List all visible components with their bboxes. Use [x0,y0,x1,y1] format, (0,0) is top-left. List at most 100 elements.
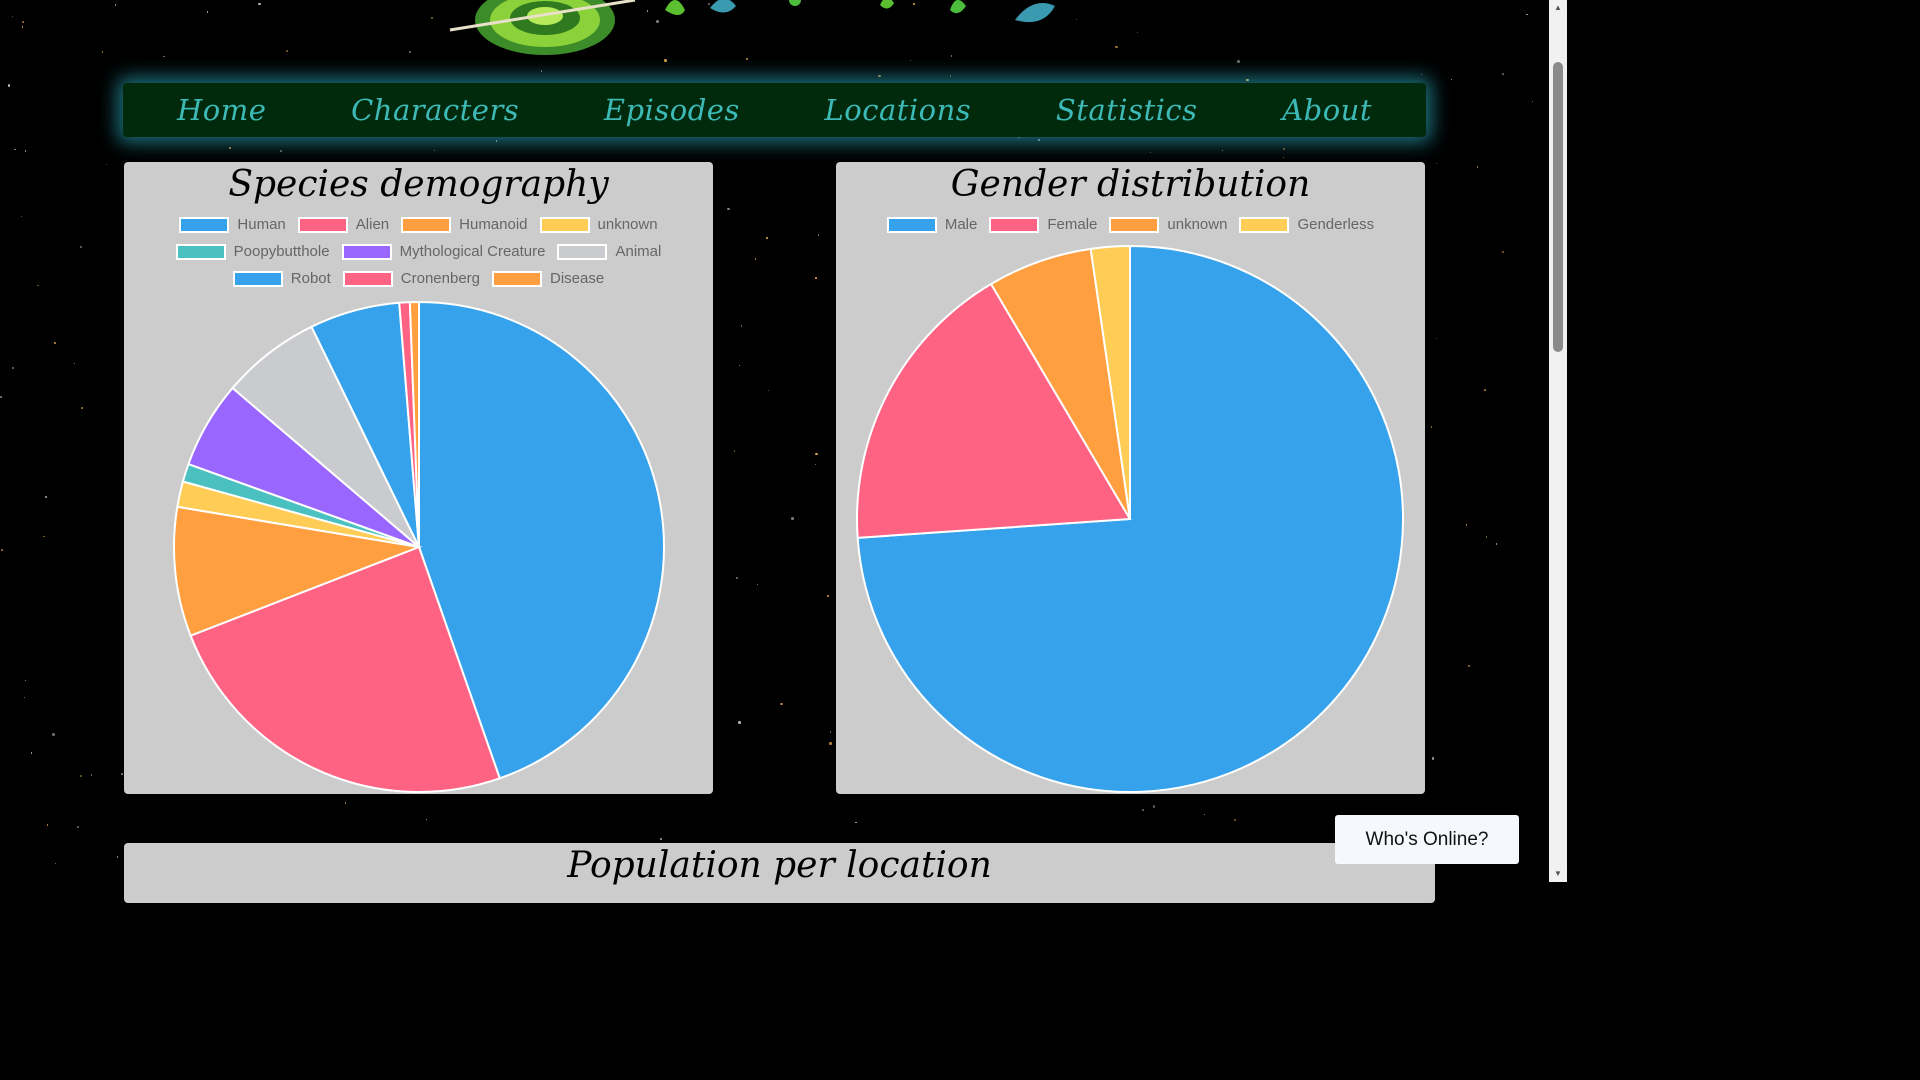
star [780,702,783,706]
legend-item[interactable]: Poopybutthole [175,243,330,260]
star [1136,31,1138,34]
star [815,277,817,279]
star [656,20,659,23]
star [1435,162,1438,164]
star [949,75,952,77]
gender-chart-title: Gender distribution [950,164,1311,205]
star [540,70,543,72]
star [1149,151,1152,154]
pie-slice-disease[interactable] [408,300,420,548]
legend-item[interactable]: Cronenberg [342,270,481,287]
star [206,11,209,13]
star [1237,60,1240,63]
nav-characters-link[interactable]: Characters [351,93,520,127]
star [24,679,26,682]
legend-item[interactable]: Genderless [1239,216,1374,233]
species-chart-card: Species demography Human Alien Humanoid unk… [124,162,713,794]
legend-swatch [341,243,392,260]
legend-label: Cronenberg [400,270,481,287]
pie-slice-humanoid[interactable] [173,505,423,637]
star [280,150,282,152]
star [344,802,347,804]
pie-slice-human[interactable] [418,300,665,780]
legend-label: Female [1047,216,1098,233]
star [1246,78,1249,82]
legend-item[interactable]: Alien [297,216,390,233]
star [756,583,759,586]
legend-item[interactable]: Robot [232,270,331,287]
legend-swatch [557,243,608,260]
star [909,59,912,62]
legend-label: Mythological Creature [399,243,546,260]
star [815,452,818,456]
star [855,821,857,824]
legend-label: Alien [355,216,390,233]
legend-swatch [989,216,1040,233]
star [114,4,117,6]
star [727,207,730,211]
star [14,148,16,151]
legend-item[interactable]: Male [886,216,977,233]
population-chart-card: Population per location [124,843,1435,903]
star [229,147,231,149]
scroll-down-arrow-icon[interactable]: ▼ [1554,869,1562,878]
star [45,496,47,498]
legend-label: unknown [597,216,658,233]
star [37,284,39,287]
nav-episodes-link[interactable]: Episodes [603,93,740,127]
star [1,549,3,551]
star [286,50,288,52]
star [1152,805,1156,808]
star [1038,139,1040,141]
nav-about-link[interactable]: About [1282,93,1372,127]
star [746,58,748,60]
legend-swatch [492,270,543,287]
scroll-up-arrow-icon[interactable]: ▲ [1554,3,1562,12]
nav-locations-link[interactable]: Locations [824,93,972,127]
legend-item[interactable]: Animal [557,243,661,260]
star [1283,148,1285,150]
star [829,731,832,733]
legend-item[interactable]: Disease [492,270,604,287]
star [829,742,832,745]
pie-slice-genderless[interactable] [1089,244,1131,520]
legend-label: Disease [550,270,605,287]
star [1203,813,1206,816]
pie-slice-female[interactable] [856,282,1132,539]
legend-item[interactable]: Human [179,216,286,233]
species-chart-legend: Human Alien Humanoid unknown Poopybutthole My… [124,211,713,292]
star [1075,18,1078,21]
scrollbar-thumb[interactable] [1553,62,1563,352]
star [1450,78,1453,81]
star [1115,45,1118,49]
gender-pie-chart [856,244,1404,793]
pie-slice-alien[interactable] [189,545,502,793]
star [81,407,83,409]
page-scrollbar[interactable]: ▲ ▼ [1549,0,1567,882]
legend-item[interactable]: Female [989,216,1097,233]
star [1502,73,1504,75]
legend-swatch [539,216,590,233]
legend-swatch [1239,216,1290,233]
legend-item[interactable]: unknown [1109,216,1227,233]
legend-swatch [175,243,226,260]
star [1142,809,1144,811]
gender-chart-legend: Male Female unknown Genderless [836,211,1425,238]
nav-home-link[interactable]: Home [177,93,267,127]
star [754,258,757,260]
legend-swatch [342,270,393,287]
legend-item[interactable]: Mythological Creature [341,243,546,260]
star [116,856,119,858]
legend-label: Genderless [1297,216,1375,233]
star [43,535,45,538]
star [433,149,436,152]
legend-label: Poopybutthole [233,243,330,260]
whos-online-button[interactable]: Who's Online? [1335,815,1519,864]
nav-statistics-link[interactable]: Statistics [1055,93,1198,127]
star [733,450,736,452]
legend-item[interactable]: unknown [539,216,658,233]
star [1233,818,1237,822]
star [105,163,108,166]
star [1502,251,1504,253]
legend-item[interactable]: Humanoid [401,216,528,233]
